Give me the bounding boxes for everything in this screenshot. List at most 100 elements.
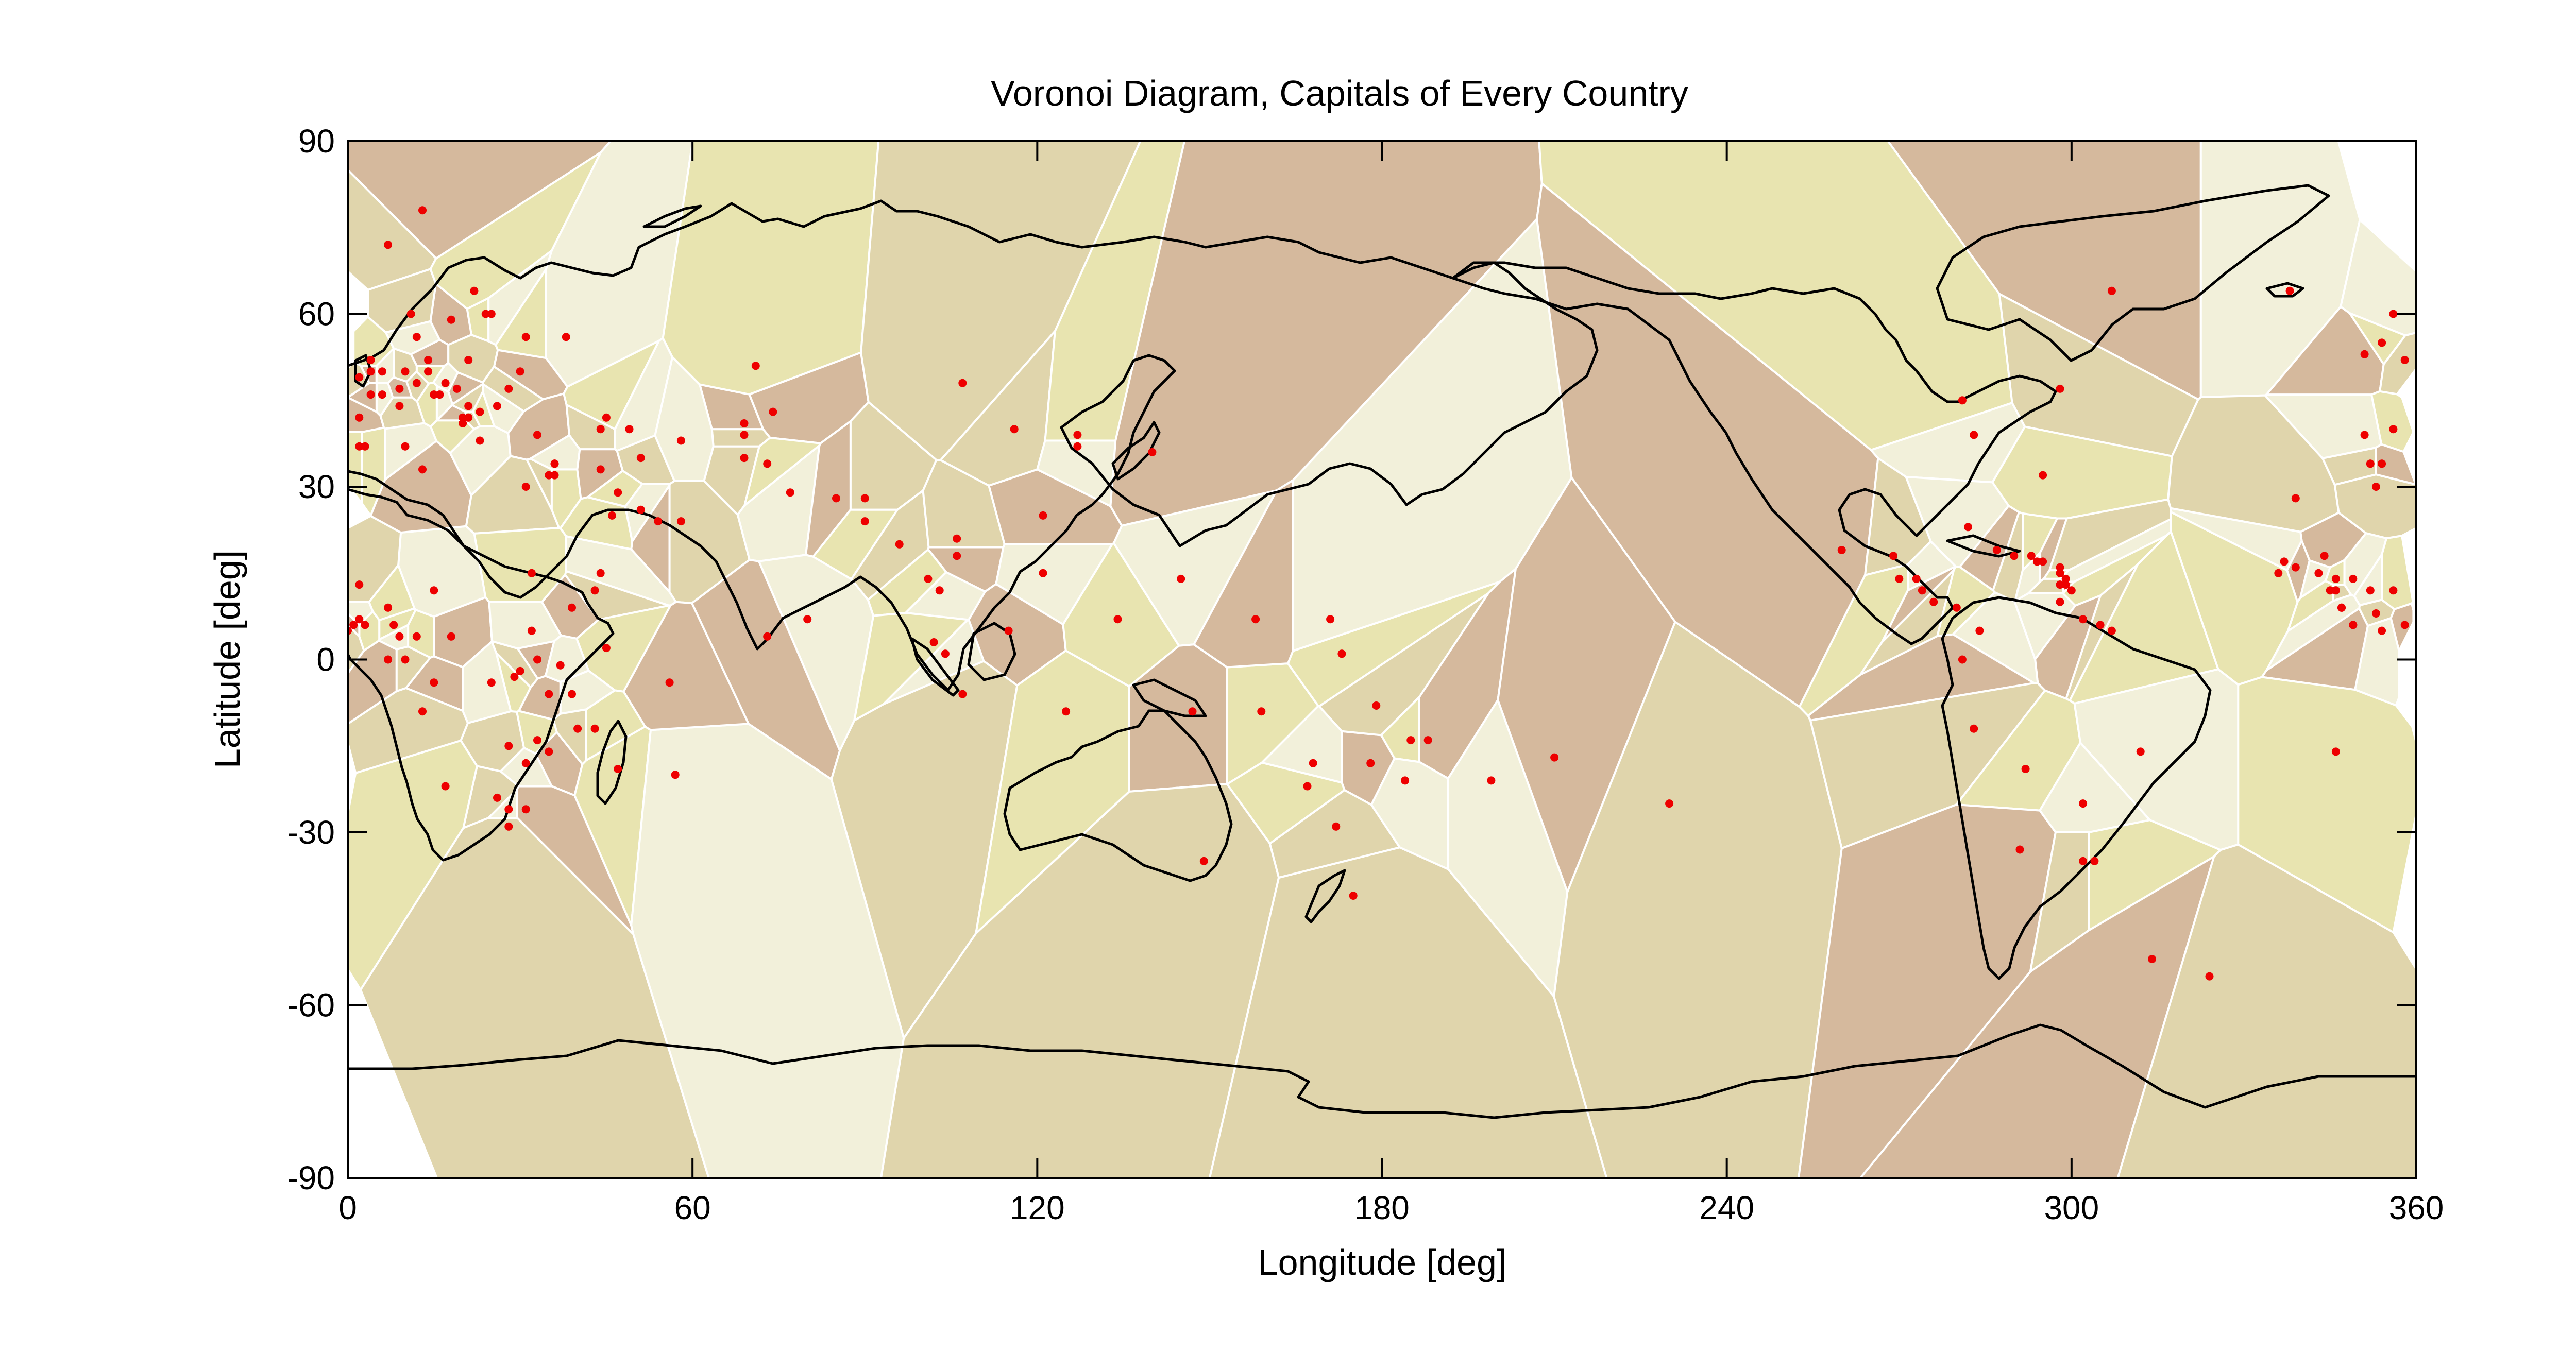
capital-point (636, 454, 645, 463)
capital-point (763, 632, 772, 641)
coastline-borneo (967, 622, 1016, 681)
capital-point (2107, 626, 2116, 635)
capital-point (941, 649, 950, 658)
capital-point (2032, 557, 2041, 566)
capital-point (1251, 615, 1260, 624)
y-axis: -90 -60 -30 0 30 60 90 (287, 123, 2416, 1196)
capital-point (355, 413, 364, 422)
capital-point (763, 459, 772, 468)
capital-point (953, 534, 961, 543)
capital-point (636, 505, 645, 514)
capital-point (2331, 574, 2340, 583)
y-tick-label: -90 (287, 1159, 335, 1196)
capital-point (590, 586, 599, 595)
capital-point (953, 552, 961, 560)
capital-point (1992, 546, 2001, 554)
voronoi-cell (2237, 676, 2416, 934)
capital-point (2067, 586, 2076, 595)
capital-point (740, 419, 749, 427)
capital-point (2400, 356, 2409, 364)
capital-point (464, 413, 473, 422)
capital-point (389, 621, 398, 629)
capital-point (395, 384, 404, 393)
coastline-new-guinea (1132, 678, 1207, 717)
capital-point (2285, 286, 2294, 295)
coastline-sumatra (910, 637, 960, 697)
coastlines (348, 184, 2416, 1119)
y-tick-label: -60 (287, 987, 335, 1024)
capital-point (2331, 586, 2340, 595)
voronoi-cell (1193, 479, 1294, 669)
capital-point (384, 655, 393, 664)
capital-point (533, 431, 541, 439)
capital-point (1406, 736, 1415, 745)
capital-point (401, 367, 410, 376)
capital-point (2056, 597, 2064, 606)
capital-point (608, 511, 616, 520)
capital-point (1148, 448, 1157, 456)
capital-point (2136, 747, 2145, 756)
capital-point (493, 402, 501, 410)
capital-point (2056, 384, 2064, 393)
x-tick-label: 240 (1699, 1189, 1754, 1226)
capital-point (366, 367, 375, 376)
voronoi-cell (1859, 855, 2215, 1178)
capital-point (2061, 574, 2070, 583)
capital-point (361, 442, 369, 451)
capital-point (2314, 569, 2323, 577)
voronoi-cell (393, 347, 418, 383)
capital-point (355, 580, 364, 589)
capital-point (2061, 580, 2070, 589)
capital-point (1372, 701, 1381, 710)
capital-point (573, 724, 582, 733)
capital-point (550, 459, 559, 468)
capital-point (2205, 972, 2214, 981)
capital-point (2096, 621, 2105, 629)
capital-point (412, 632, 421, 641)
capital-point (958, 690, 967, 698)
capital-point (2015, 845, 2024, 854)
voronoi-cells (348, 141, 2416, 1178)
capital-point (1188, 707, 1197, 716)
capital-point (1039, 511, 1047, 520)
coastline-greenland (1936, 184, 2330, 362)
capital-point (366, 356, 375, 364)
capital-point (2056, 569, 2064, 577)
capital-point (1665, 799, 1674, 808)
capital-point (459, 419, 467, 427)
voronoi-cell (1226, 761, 1346, 845)
voronoi-cell (352, 316, 395, 367)
capital-point (1332, 822, 1341, 831)
x-axis-label: Longitude [deg] (1258, 1242, 1507, 1282)
voronoi-cell (1268, 789, 1401, 879)
capital-point (1912, 574, 1921, 583)
x-axis: 0 60 120 180 240 300 360 (338, 141, 2444, 1226)
capital-point (832, 494, 840, 503)
capital-point (1010, 425, 1019, 434)
capital-point (487, 310, 496, 318)
capital-point (441, 379, 450, 387)
capital-point (533, 655, 541, 664)
capital-point (1487, 776, 1496, 785)
capital-point (958, 379, 967, 387)
capital-point (378, 367, 386, 376)
y-tick-label: 60 (298, 296, 335, 333)
voronoi-cell (2340, 218, 2416, 337)
capital-point (2010, 552, 2019, 560)
coastline-north-america (1451, 261, 2057, 645)
capital-point (2320, 552, 2329, 560)
capital-point (2389, 586, 2398, 595)
capital-point (556, 661, 565, 670)
y-tick-label: 30 (298, 468, 335, 505)
capital-point (401, 442, 410, 451)
voronoi-cell (662, 141, 880, 396)
capital-point (1958, 396, 1967, 405)
capital-point (769, 407, 777, 416)
capital-point (464, 356, 473, 364)
capital-point (2360, 431, 2369, 439)
y-axis-label: Latitude [deg] (207, 550, 247, 768)
capital-point (2349, 574, 2358, 583)
capital-point (568, 690, 576, 698)
coastline-new-zealand (1304, 869, 1346, 923)
capital-point (447, 632, 455, 641)
